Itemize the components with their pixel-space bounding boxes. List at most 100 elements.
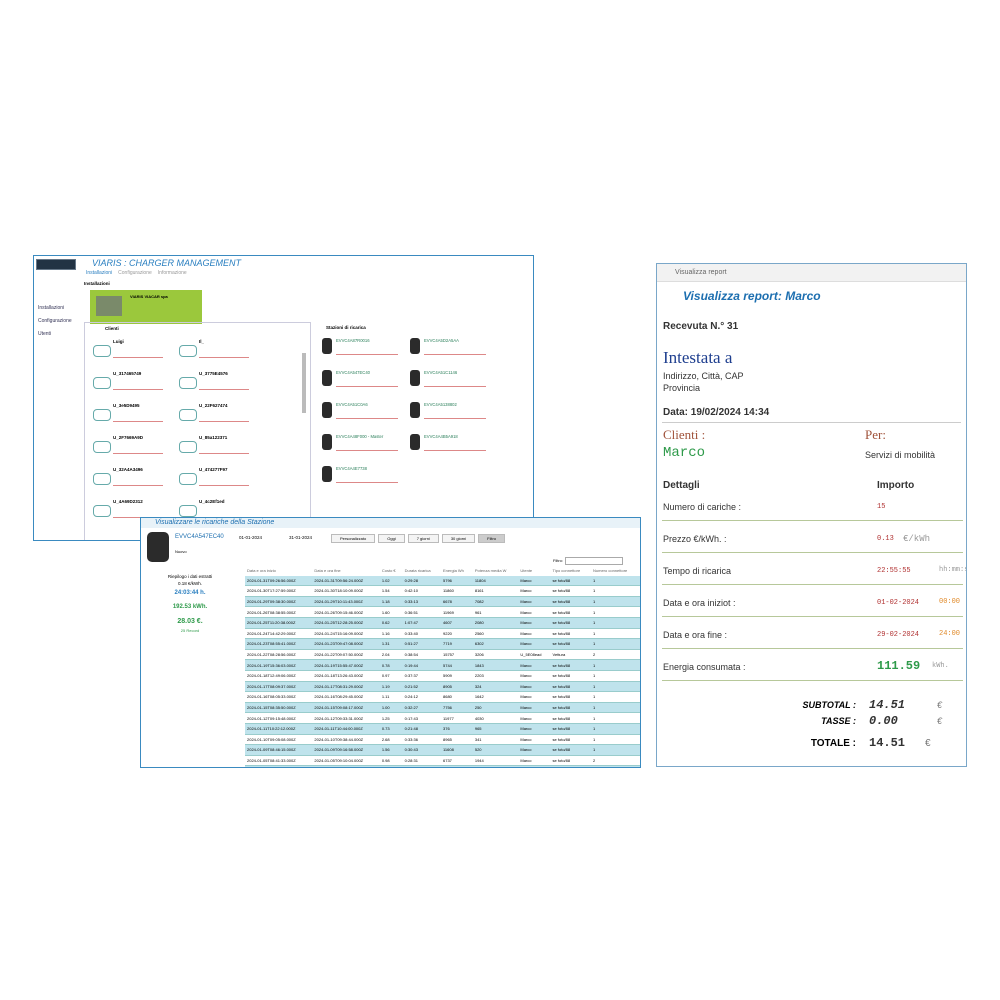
line-unit: €/kWh <box>903 534 931 544</box>
period-button[interactable]: Personalizzato <box>331 534 376 543</box>
table-row[interactable]: 2024-01-19T15:36:03.000Z 2024-01-19T15:55… <box>245 659 640 671</box>
sidebar-item[interactable]: Installazioni <box>38 305 65 311</box>
table-cell: Vettura <box>550 649 592 661</box>
total-label: TOTALE : <box>810 738 856 749</box>
client-card[interactable]: U_22F627474 <box>177 401 257 429</box>
date-from[interactable]: 01-01-2024 <box>239 535 263 540</box>
table-row[interactable]: 2024-01-16T08:05:33.000Z 2024-01-16T08:29… <box>245 691 640 703</box>
line-value: 22:55:55 <box>877 567 911 575</box>
table-row[interactable]: 2024-01-05T08:41:33.000Z 2024-01-05T09:10… <box>245 755 640 767</box>
car-icon <box>93 505 111 517</box>
client-card[interactable]: U_3e5D9495 <box>91 401 171 429</box>
table-cell: 4030 <box>472 712 519 724</box>
table-row[interactable]: 2024-01-18T12:49:06.000Z 2024-01-18T13:26… <box>245 670 640 682</box>
table-cell: 341 <box>472 734 519 746</box>
table-row[interactable]: 2024-01-22T08:28:56.000Z 2024-01-22T09:07… <box>245 649 640 661</box>
table-cell: 1 <box>591 585 640 597</box>
table-cell: Marco <box>518 575 551 587</box>
table-cell: 11860 <box>441 585 473 597</box>
province: Provincia <box>663 383 701 393</box>
table-cell: se foto/88 <box>550 712 592 724</box>
table-cell: 1.56 <box>379 744 403 756</box>
line-rule <box>662 584 963 585</box>
period-button[interactable]: 7 giorni <box>407 534 439 543</box>
menu: Installazioni Configurazione Informazione <box>86 270 187 276</box>
period-button[interactable]: 30 giorni <box>441 534 476 543</box>
menu-item[interactable]: Informazione <box>157 270 187 276</box>
table-row[interactable]: 2024-01-17T08:09:37.000Z 2024-01-17T08:31… <box>245 681 640 693</box>
installation-card[interactable]: VIARIS VIACAR spa <box>90 290 202 324</box>
table-cell: 2024-01-05T08:41:33.000Z <box>245 755 313 767</box>
car-icon <box>93 377 111 389</box>
client-name: Marco <box>663 445 706 461</box>
client-rule <box>113 453 163 454</box>
table-row[interactable]: 2024-01-26T08:38:55.000Z 2024-01-26T09:15… <box>245 606 640 618</box>
table-cell: 2024-01-24T14:42:29.000Z <box>245 628 313 640</box>
table-cell: Marco <box>518 617 551 629</box>
table-row[interactable]: 2024-01-09T08:46:15.000Z 2024-01-09T09:16… <box>245 744 640 756</box>
car-icon <box>93 441 111 453</box>
charger-icon <box>322 466 332 482</box>
period-button[interactable]: Filtro <box>478 534 506 543</box>
table-cell: 2.04 <box>379 649 403 661</box>
station-card[interactable]: EVVC4A547EC40 <box>320 368 404 396</box>
table-row[interactable]: 2024-01-10T09:05:08.000Z 2024-01-10T09:38… <box>245 734 640 746</box>
station-card[interactable]: EVVC4A51C1146 <box>408 368 492 396</box>
table-row[interactable]: 2024-01-29T09:38:30.000Z 2024-01-29T10:11… <box>245 596 640 608</box>
date: Data: 19/02/2024 14:34 <box>663 407 770 418</box>
client-card[interactable]: U_85a122371 <box>177 433 257 461</box>
window-title: Visualizzare le ricariche della Stazione <box>155 519 275 526</box>
table-row[interactable]: 2024-01-24T14:42:29.000Z 2024-01-24T15:16… <box>245 628 640 640</box>
column-header: Energia Wh <box>443 568 464 574</box>
period-button[interactable]: Oggi <box>378 534 405 543</box>
station-card[interactable]: EVVC4A51C0A6 <box>320 400 404 428</box>
table-cell: 2024-01-04T08:21:58.000Z <box>245 765 313 767</box>
client-card[interactable]: Luigi <box>91 337 171 365</box>
menu-item[interactable]: Configurazione <box>118 270 152 276</box>
table-cell: 1 <box>591 691 640 703</box>
table-cell: 1 <box>591 723 640 735</box>
date-to[interactable]: 31-01-2024 <box>289 535 313 540</box>
client-card[interactable]: U_3775E4576 <box>177 369 257 397</box>
summary-price: 0.18 €/kWh. <box>177 581 202 586</box>
car-icon <box>179 473 197 485</box>
table-row[interactable]: 2024-01-30T17:27:59.000Z 2024-01-30T18:10… <box>245 585 640 597</box>
table-row[interactable]: 2024-01-11T10:22:12.000Z 2024-01-11T10:44… <box>245 723 640 735</box>
client-card[interactable]: Il_ <box>177 337 257 365</box>
sidebar-item[interactable]: Configurazione <box>38 318 72 324</box>
table-row[interactable]: 2024-01-25T11:20:38.000Z 2024-01-25T12:28… <box>245 617 640 629</box>
station-card[interactable]: EVVC4A87R0016 <box>320 336 404 364</box>
table-cell: Marco <box>518 691 551 703</box>
table-cell: 2024-01-23T08:55:41.000Z <box>245 638 313 650</box>
table-row[interactable]: 2024-01-12T09:15:48.000Z 2024-01-12T09:33… <box>245 712 640 724</box>
station-card[interactable]: EVVC4A5D2A5AA <box>408 336 492 364</box>
client-rule <box>199 485 249 486</box>
table-row[interactable]: 2024-01-31T09:26:56.000Z 2024-01-31T09:56… <box>245 575 640 587</box>
station-card[interactable]: EVVC4A5138802 <box>408 400 492 428</box>
table-row[interactable]: 2024-01-04T08:21:58.000Z2024-01-04T08:48… <box>245 765 640 767</box>
client-card[interactable]: U_4A69D2312 <box>91 497 171 525</box>
table-cell: se foto/88 <box>550 659 592 671</box>
table-cell: se foto/88 <box>550 691 592 703</box>
client-card[interactable]: U_32A4A3496 <box>91 465 171 493</box>
table-row[interactable]: 2024-01-23T08:55:41.000Z 2024-01-23T09:47… <box>245 638 640 650</box>
table-cell: 6302 <box>472 638 519 650</box>
total: 14.51 <box>869 736 906 750</box>
table-cell: 2560 <box>472 628 519 640</box>
table-cell: 0.73 <box>379 723 403 735</box>
menu-item[interactable]: Installazioni <box>86 270 113 276</box>
table-cell: Marco <box>518 628 551 640</box>
table-cell: 1 <box>591 734 640 746</box>
sidebar-item[interactable]: Utenti <box>38 331 52 337</box>
search-input[interactable] <box>565 557 623 565</box>
app-title: VIARIS : CHARGER MANAGEMENT <box>92 258 242 268</box>
client-card[interactable]: U_317465749 <box>91 369 171 397</box>
client-card[interactable]: U_474277F97 <box>177 465 257 493</box>
station-card[interactable]: EVVC4A4E7738 <box>320 464 404 492</box>
table-cell: 8905 <box>441 681 473 693</box>
client-card[interactable]: U_2F7669A9D <box>91 433 171 461</box>
table-cell: 2024-01-18T13:26:43.000Z <box>312 670 380 682</box>
table-row[interactable]: 2024-01-15T08:35:50.000Z 2024-01-15T09:08… <box>245 702 640 714</box>
station-card[interactable]: EVVC4A48F000 - Master <box>320 432 404 460</box>
station-card[interactable]: EVVC4A4B5A918 <box>408 432 492 460</box>
